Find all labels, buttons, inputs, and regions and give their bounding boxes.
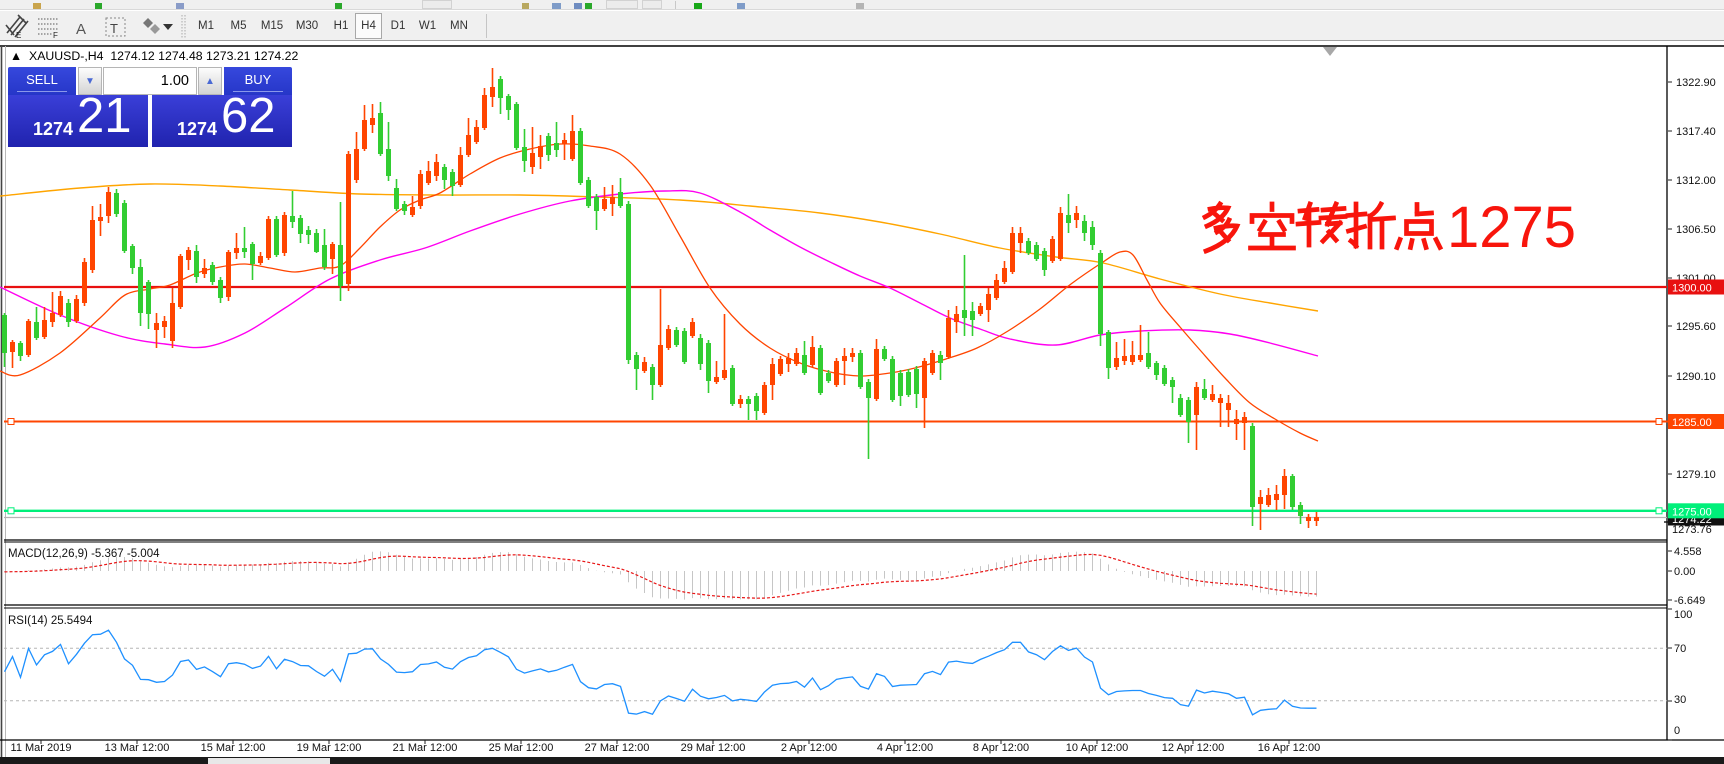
- svg-text:1273.76: 1273.76: [1672, 524, 1712, 536]
- svg-text:13 Mar 12:00: 13 Mar 12:00: [105, 742, 170, 754]
- svg-text:27 Mar 12:00: 27 Mar 12:00: [585, 742, 650, 754]
- svg-text:29 Mar 12:00: 29 Mar 12:00: [681, 742, 746, 754]
- svg-text:15 Mar 12:00: 15 Mar 12:00: [201, 742, 266, 754]
- svg-text:30: 30: [1674, 694, 1686, 706]
- svg-text:25 Mar 12:00: 25 Mar 12:00: [489, 742, 554, 754]
- svg-text:F: F: [53, 31, 58, 40]
- svg-text:8 Apr 12:00: 8 Apr 12:00: [973, 742, 1029, 754]
- svg-text:0: 0: [1674, 725, 1680, 737]
- svg-text:1295.60: 1295.60: [1676, 321, 1716, 333]
- svg-text:-6.649: -6.649: [1674, 595, 1705, 607]
- svg-text:70: 70: [1674, 643, 1686, 655]
- svg-text:MACD(12,26,9) -5.367 -5.004: MACD(12,26,9) -5.367 -5.004: [8, 548, 160, 560]
- svg-text:11 Mar 2019: 11 Mar 2019: [11, 742, 72, 754]
- svg-text:T: T: [110, 21, 118, 36]
- svg-text:1317.40: 1317.40: [1676, 126, 1716, 138]
- svg-text:E: E: [16, 31, 21, 40]
- svg-text:19 Mar 12:00: 19 Mar 12:00: [297, 742, 362, 754]
- svg-text:1322.90: 1322.90: [1676, 77, 1716, 89]
- svg-text:1275: 1275: [1447, 195, 1576, 260]
- svg-text:A: A: [76, 21, 86, 38]
- svg-text:1275.00: 1275.00: [1672, 506, 1712, 518]
- svg-text:1300.00: 1300.00: [1672, 283, 1712, 295]
- svg-text:4 Apr 12:00: 4 Apr 12:00: [877, 742, 933, 754]
- svg-text:1312.00: 1312.00: [1676, 175, 1716, 187]
- svg-text:10 Apr 12:00: 10 Apr 12:00: [1066, 742, 1128, 754]
- svg-text:1306.50: 1306.50: [1676, 224, 1716, 236]
- svg-text:100: 100: [1674, 609, 1692, 621]
- svg-text:1285.00: 1285.00: [1672, 417, 1712, 429]
- svg-text:2 Apr 12:00: 2 Apr 12:00: [781, 742, 837, 754]
- svg-text:1279.10: 1279.10: [1676, 469, 1716, 481]
- svg-text:RSI(14) 25.5494: RSI(14) 25.5494: [8, 615, 93, 627]
- svg-text:21 Mar 12:00: 21 Mar 12:00: [393, 742, 458, 754]
- svg-text:12 Apr 12:00: 12 Apr 12:00: [1162, 742, 1224, 754]
- svg-text:0.00: 0.00: [1674, 566, 1695, 578]
- svg-text:4.558: 4.558: [1674, 546, 1702, 558]
- svg-text:1290.10: 1290.10: [1676, 371, 1716, 383]
- svg-text:16 Apr 12:00: 16 Apr 12:00: [1258, 742, 1320, 754]
